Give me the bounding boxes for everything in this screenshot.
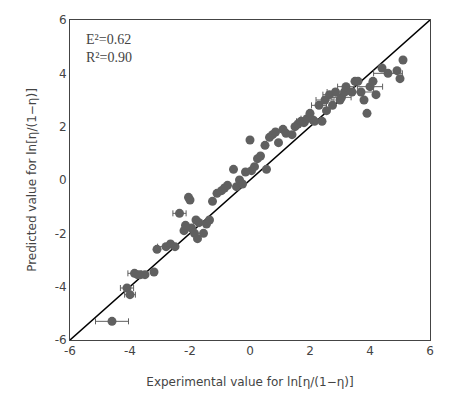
svg-text:-2: -2: [55, 227, 67, 241]
svg-text:4: 4: [366, 344, 374, 358]
svg-text:6: 6: [59, 13, 67, 27]
svg-text:0: 0: [246, 344, 254, 358]
svg-text:4: 4: [59, 67, 67, 81]
svg-text:E²=0.62R²=0.90: E²=0.62R²=0.90: [86, 32, 132, 65]
svg-text:Predicted value for ln[η/(1−η): Predicted value for ln[η/(1−η)]: [25, 88, 39, 272]
svg-text:-6: -6: [64, 344, 76, 358]
svg-text:6: 6: [426, 344, 434, 358]
svg-text:Experimental value for ln[η/(1: Experimental value for ln[η/(1−η)]: [146, 375, 353, 389]
svg-text:2: 2: [59, 120, 67, 134]
svg-text:0: 0: [59, 173, 67, 187]
svg-text:-4: -4: [55, 280, 67, 294]
svg-text:-4: -4: [124, 344, 136, 358]
svg-text:-2: -2: [184, 344, 196, 358]
svg-text:2: 2: [306, 344, 314, 358]
svg-text:-6: -6: [55, 333, 67, 347]
